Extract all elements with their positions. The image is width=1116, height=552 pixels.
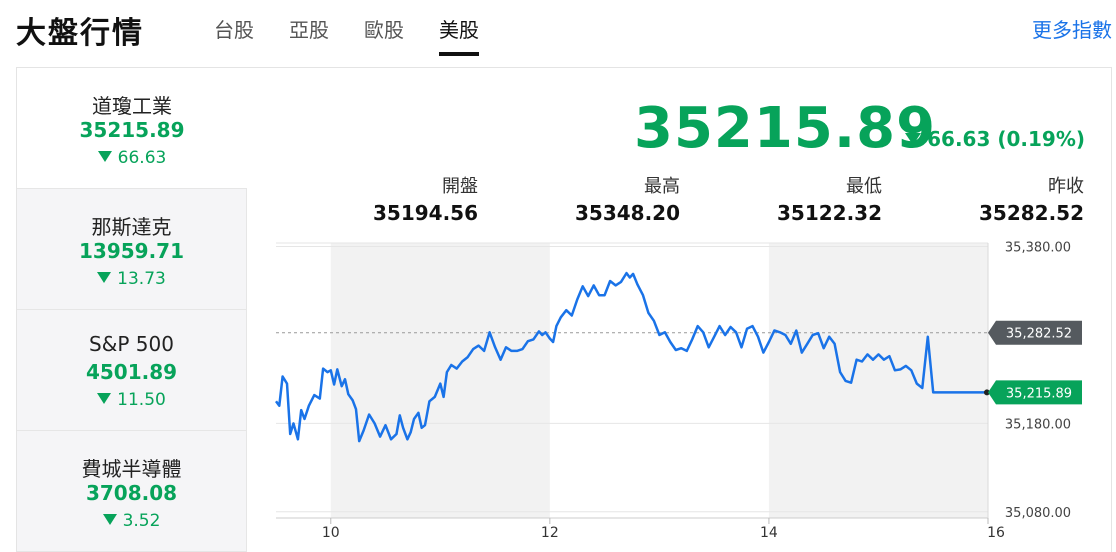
index-name: 道瓊工業: [92, 94, 172, 118]
index-item-sp500[interactable]: S&P 500 4501.89 11.50: [17, 310, 247, 431]
stat-low: 最低 35122.32: [722, 172, 882, 225]
index-change-value: 66.63: [117, 148, 167, 168]
tab-europe[interactable]: 歐股: [364, 18, 404, 42]
stat-value: 35348.20: [574, 201, 680, 225]
index-change-value: 13.73: [117, 269, 166, 289]
more-indices-link[interactable]: 更多指數: [1032, 18, 1112, 42]
stat-prev-close: 昨收 35282.52: [924, 172, 1084, 225]
down-arrow-icon: [97, 393, 112, 404]
tab-taiwan[interactable]: 台股: [214, 18, 254, 42]
stat-label: 開盤: [442, 176, 478, 197]
index-list: 道瓊工業 35215.89 66.63 那斯達克 13959.71 13.73 …: [17, 68, 247, 552]
stat-value: 35122.32: [776, 201, 882, 225]
stat-open: 開盤 35194.56: [318, 172, 478, 225]
tab-asia[interactable]: 亞股: [289, 18, 329, 42]
down-arrow-icon: [102, 514, 117, 525]
index-item-nasdaq[interactable]: 那斯達克 13959.71 13.73: [17, 189, 247, 310]
index-change: 66.63: [17, 148, 247, 168]
index-item-dow[interactable]: 道瓊工業 35215.89 66.63: [17, 68, 247, 189]
market-panel: 道瓊工業 35215.89 66.63 那斯達克 13959.71 13.73 …: [16, 67, 1112, 552]
stat-label: 最低: [846, 176, 882, 197]
stat-value: 35194.56: [372, 201, 478, 225]
price-change: 66.63 (0.19%): [905, 127, 1085, 151]
index-value: 4501.89: [85, 360, 178, 384]
index-change-value: 3.52: [122, 511, 161, 531]
index-value: 13959.71: [78, 239, 184, 263]
index-change: 3.52: [17, 511, 246, 531]
index-change-value: 11.50: [117, 390, 166, 410]
market-tabs: 台股 亞股 歐股 美股: [214, 14, 514, 56]
index-name: S&P 500: [89, 332, 174, 356]
index-name: 費城半導體: [81, 457, 182, 481]
current-price: 35215.89: [634, 96, 937, 161]
index-change: 13.73: [17, 269, 246, 289]
index-name: 那斯達克: [91, 215, 172, 239]
stat-high: 最高 35348.20: [520, 172, 680, 225]
down-arrow-icon: [97, 151, 112, 162]
index-value: 35215.89: [79, 118, 185, 142]
stat-label: 昨收: [1048, 176, 1084, 197]
down-arrow-icon: [97, 272, 112, 283]
price-change-value: 66.63 (0.19%): [927, 127, 1085, 151]
top-bar: 大盤行情 台股 亞股 歐股 美股 更多指數: [0, 0, 1116, 58]
tab-us[interactable]: 美股: [439, 14, 479, 56]
stat-label: 最高: [644, 176, 680, 197]
down-arrow-icon: [905, 133, 922, 145]
page-title: 大盤行情: [16, 16, 144, 51]
stat-value: 35282.52: [978, 201, 1084, 225]
index-value: 3708.08: [85, 481, 178, 505]
index-change: 11.50: [17, 390, 246, 410]
index-item-sox[interactable]: 費城半導體 3708.08 3.52: [17, 431, 247, 552]
